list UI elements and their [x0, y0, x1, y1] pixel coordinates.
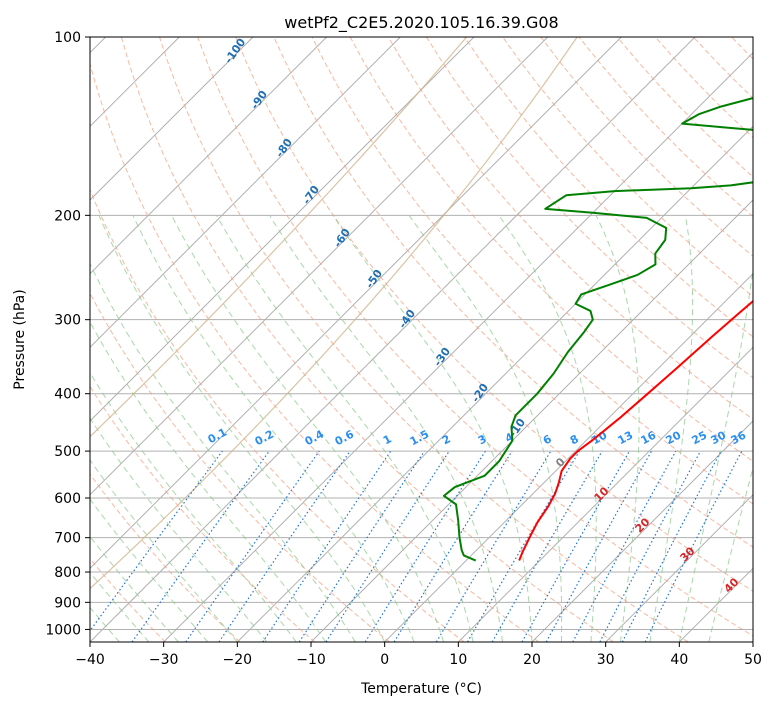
x-tick-label: −40	[75, 652, 105, 668]
y-axis-ticks: 100 200 300 400 500 600 700 800 900 1000	[45, 30, 90, 638]
dry-adiabat-line	[425, 37, 753, 379]
mixing-ratio-label: 36	[729, 428, 749, 447]
y-tick-label: 1000	[45, 622, 81, 638]
dry-adiabat-line	[349, 37, 753, 462]
dry-adiabat-line	[120, 37, 614, 642]
moist-adiabat-line	[98, 215, 386, 642]
y-tick-label: 100	[54, 30, 81, 46]
isotherm-line	[90, 37, 549, 496]
mixing-ratio-line	[521, 450, 631, 642]
mixing-ratio-line	[185, 450, 320, 642]
x-tick-label: 0	[380, 652, 389, 668]
plot-area: 0.1 0.2 0.4 0.6 1 1.5 2 3 4 6 8 10 13 16 20 25 30 36-100-…	[90, 37, 753, 642]
isotherm-line	[457, 346, 753, 642]
moist-adiabat-line	[678, 264, 753, 642]
dry-adiabat-line	[90, 557, 166, 642]
mixing-ratio-line	[218, 450, 351, 642]
dry-adiabat-line	[159, 37, 689, 642]
isotherm-lines	[90, 37, 753, 642]
mixing-ratio-line	[325, 450, 450, 642]
dry-adiabat-line	[90, 292, 390, 642]
isotherm-line	[90, 37, 254, 201]
moist-adiabat-line	[332, 215, 533, 642]
mixing-ratio-line	[131, 450, 270, 642]
mixing-ratio-line	[572, 450, 677, 642]
moist-adiabat-line	[408, 215, 563, 642]
y-tick-label: 200	[54, 208, 81, 224]
isotherm-line	[605, 493, 753, 642]
x-axis-ticks: −40 −30 −20 −10 0 10 20 30 40 50	[75, 642, 762, 668]
reference-arc	[90, 37, 468, 438]
x-tick-label: 10	[449, 652, 467, 668]
mixing-ratio-line	[644, 450, 743, 642]
dry-adiabat-line	[197, 37, 753, 637]
moist-adiabat-line	[132, 215, 415, 642]
mixing-ratio-label: 30	[709, 428, 729, 447]
x-tick-label: 30	[597, 652, 615, 668]
y-tick-label: 800	[54, 565, 81, 581]
moist-adiabat-line	[90, 459, 238, 642]
moist-adiabat-line	[90, 262, 356, 642]
profile-series	[442, 97, 753, 562]
mixing-ratio-line	[393, 450, 513, 642]
moist-adiabat-line	[649, 215, 694, 642]
temperature-profile-line	[518, 299, 753, 561]
x-tick-label: −20	[223, 652, 253, 668]
isotherm-line	[90, 37, 328, 275]
isotherm-line	[90, 37, 622, 570]
chart-title: wetPf2_C2E5.2020.105.16.39.G08	[284, 13, 558, 33]
dry-adiabat-line	[90, 188, 465, 642]
y-tick-label: 600	[54, 491, 81, 507]
isotherm-line	[90, 37, 696, 642]
y-tick-label: 500	[54, 444, 81, 460]
moist-adiabat-line	[90, 498, 209, 642]
mixing-ratio-label: 10	[590, 428, 610, 447]
moist-adiabat-line	[90, 321, 327, 642]
moist-adiabat-line	[216, 215, 474, 642]
x-tick-label: 20	[523, 652, 541, 668]
x-axis-label: Temperature (°C)	[360, 681, 482, 697]
moist-adiabat-line	[269, 215, 504, 642]
isotherm-line	[90, 37, 475, 422]
isobar-lines	[90, 37, 753, 630]
x-tick-label: 40	[670, 652, 688, 668]
mixing-ratio-lines	[90, 450, 743, 642]
mixing-ratio-line	[298, 450, 425, 642]
mixing-ratio-line	[262, 450, 392, 642]
mixing-ratio-line	[90, 450, 223, 632]
dry-adiabat-lines	[90, 37, 753, 642]
mixing-ratio-label: 16	[639, 428, 659, 447]
dry-adiabat-line	[90, 62, 540, 642]
mixing-ratio-label: 13	[616, 429, 636, 448]
dry-adiabat-line	[273, 37, 753, 548]
moist-adiabat-line	[171, 215, 445, 642]
dry-adiabat-line	[90, 385, 316, 642]
dry-adiabat-line	[90, 473, 241, 642]
mixing-ratio-label: 25	[690, 429, 710, 448]
x-tick-label: −10	[296, 652, 326, 668]
dry-adiabat-line	[464, 37, 753, 338]
y-tick-label: 900	[54, 595, 81, 611]
x-tick-label: 50	[744, 652, 762, 668]
isotherm-line	[90, 37, 401, 349]
mixing-ratio-label: 20	[664, 428, 684, 447]
dewpoint-profile-line	[442, 97, 753, 562]
moist-adiabat-line	[595, 215, 640, 642]
y-tick-label: 700	[54, 531, 81, 547]
moist-adiabat-line	[90, 417, 268, 642]
x-tick-label: −30	[149, 652, 179, 668]
isotherm-line	[384, 272, 753, 642]
y-tick-label: 300	[54, 313, 81, 329]
plot-frame	[89, 36, 754, 643]
isotherm-line	[531, 420, 753, 642]
mixing-ratio-line	[545, 450, 653, 642]
y-axis-label: Pressure (hPa)	[12, 289, 28, 389]
moist-adiabat-line	[90, 371, 297, 642]
dry-adiabat-line	[235, 37, 753, 592]
isotherm-line	[310, 199, 753, 642]
y-tick-label: 400	[54, 387, 81, 403]
isotherm-line	[236, 125, 753, 642]
